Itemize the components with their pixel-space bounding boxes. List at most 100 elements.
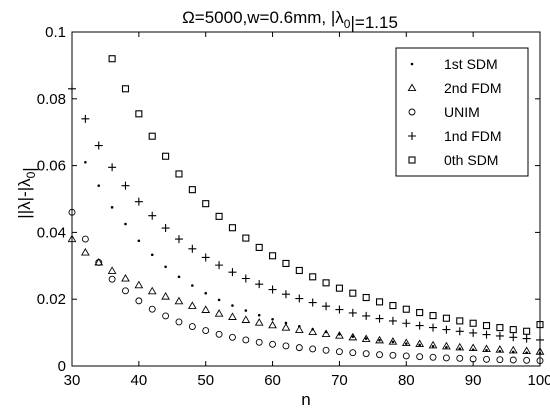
data-point: [428, 340, 438, 349]
data-point: [309, 273, 317, 281]
data-point: [348, 332, 358, 341]
data-point: [229, 333, 236, 341]
data-point: [134, 280, 144, 289]
data-point: [110, 206, 114, 209]
series-1nd-fdm: [68, 84, 544, 344]
data-point: [322, 279, 330, 287]
data-point: [402, 352, 410, 360]
data-point: [429, 353, 437, 361]
data-point: [335, 305, 344, 314]
data-point: [244, 309, 248, 312]
data-point: [322, 302, 331, 311]
x-tick-label: 40: [131, 372, 148, 389]
data-point: [349, 349, 357, 357]
x-tick-label: 50: [197, 372, 214, 389]
data-point: [215, 330, 223, 338]
data-point: [268, 320, 277, 329]
data-markers: [67, 55, 545, 365]
data-point: [135, 110, 143, 118]
data-point: [523, 327, 531, 335]
data-point: [389, 301, 397, 310]
data-point: [536, 357, 544, 365]
data-point: [188, 186, 196, 194]
y-tick-label: 0.1: [45, 24, 66, 41]
data-point: [496, 324, 504, 332]
data-point: [269, 340, 277, 348]
data-point: [164, 265, 167, 269]
data-point: [108, 275, 116, 283]
data-point: [188, 244, 197, 253]
x-axis-label: n: [301, 390, 310, 409]
data-point: [121, 273, 130, 282]
series-2nd-fdm: [67, 234, 545, 355]
data-point: [508, 345, 518, 354]
data-point: [121, 85, 130, 93]
data-point: [536, 335, 544, 344]
axis-tick-labels: 30 40 50 60 70 80 90 100 0 0.02 0.04 0.06 0.08 0.1: [37, 24, 550, 389]
series-0th-sdm: [108, 55, 544, 335]
data-point: [375, 298, 384, 306]
data-point: [271, 317, 274, 321]
data-point: [268, 285, 277, 294]
data-point: [431, 344, 435, 348]
data-point: [535, 347, 545, 355]
legend-label: 2nd FDM: [444, 80, 502, 96]
data-point: [150, 253, 154, 257]
legend-marker: [408, 108, 416, 116]
x-tick-label: 60: [264, 372, 281, 389]
data-point: [214, 309, 224, 317]
data-point: [429, 312, 437, 320]
data-point: [361, 334, 371, 342]
data-point: [483, 355, 490, 363]
data-point: [68, 208, 76, 216]
data-point: [148, 211, 157, 220]
data-point: [495, 331, 504, 340]
data-point: [442, 354, 450, 362]
data-point: [321, 329, 331, 337]
data-point: [81, 235, 89, 243]
legend-label: 1st SDM: [444, 56, 498, 72]
data-point: [188, 323, 196, 331]
data-point: [121, 181, 130, 190]
y-tick-label: 0.08: [37, 91, 66, 108]
y-tick-label: 0: [58, 358, 66, 375]
data-point: [174, 235, 183, 244]
data-point: [162, 312, 170, 320]
data-point: [335, 348, 343, 356]
data-point: [122, 287, 129, 295]
data-point: [228, 312, 237, 320]
data-point: [485, 349, 488, 352]
data-point: [429, 323, 438, 332]
data-point: [81, 114, 90, 123]
data-point: [309, 345, 317, 353]
data-point: [175, 170, 183, 178]
legend-label: UNIM: [444, 104, 480, 120]
data-point: [135, 297, 143, 305]
legend-box: [395, 47, 529, 177]
data-point: [204, 291, 208, 295]
data-point: [378, 338, 381, 342]
data-point: [335, 284, 343, 292]
data-point: [242, 336, 250, 344]
data-point: [468, 343, 478, 352]
data-point: [231, 304, 234, 307]
data-point: [362, 350, 370, 358]
legend-item: 1st SDM: [410, 56, 498, 72]
data-point: [201, 305, 211, 313]
x-tick-label: 30: [64, 372, 81, 389]
data-point: [137, 239, 141, 243]
data-point: [536, 321, 544, 329]
data-point: [124, 222, 127, 226]
data-point: [388, 337, 398, 345]
series-unim: [68, 208, 544, 365]
data-point: [257, 313, 261, 317]
data-point: [469, 328, 478, 337]
data-point: [482, 330, 491, 339]
data-point: [456, 354, 464, 362]
data-point: [348, 308, 357, 317]
data-point: [308, 327, 318, 335]
data-point: [469, 355, 477, 363]
data-point: [522, 346, 532, 355]
data-point: [295, 266, 303, 275]
data-point: [482, 322, 491, 330]
